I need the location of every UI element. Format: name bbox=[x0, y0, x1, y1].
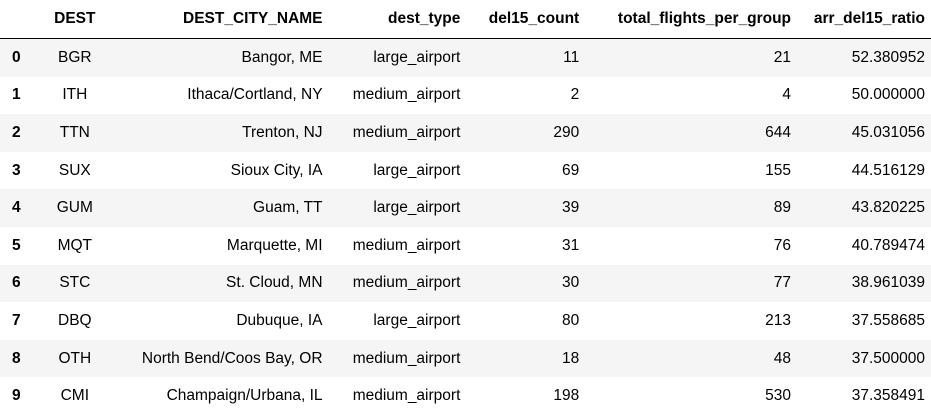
table-row: 2 TTN Trenton, NJ medium_airport 290 644 45.03… bbox=[0, 114, 931, 152]
cell-dest-type: medium_airport bbox=[352, 123, 461, 141]
table-row: 3 SUX Sioux City, IA large_airport 69 155 44.5… bbox=[0, 151, 931, 190]
table-header: DEST DEST_CITY_NAME dest_type del15_coun… bbox=[0, 0, 931, 39]
cell-total-flights: 89 bbox=[773, 199, 792, 217]
cell-dest-type: large_airport bbox=[373, 199, 461, 217]
cell-dest: SUX bbox=[58, 161, 91, 179]
row-index: 1 bbox=[12, 86, 21, 104]
row-index: 5 bbox=[12, 236, 21, 254]
cell-del15-count: 11 bbox=[563, 48, 580, 66]
cell-dest-type: medium_airport bbox=[352, 236, 461, 254]
cell-dest-city-name: Ithaca/Cortland, NY bbox=[187, 86, 323, 104]
cell-arr-del15-ratio: 44.516129 bbox=[851, 161, 925, 179]
cell-del15-count: 80 bbox=[561, 311, 580, 329]
cell-total-flights: 48 bbox=[773, 349, 792, 367]
cell-dest-type: large_airport bbox=[373, 161, 461, 179]
cell-total-flights: 4 bbox=[782, 86, 792, 104]
table-row: 7 DBQ Dubuque, IA large_airport 80 213 37.5586… bbox=[0, 302, 931, 340]
cell-dest: MQT bbox=[57, 236, 93, 254]
cell-arr-del15-ratio: 45.031056 bbox=[851, 123, 925, 141]
cell-arr-del15-ratio: 37.358491 bbox=[851, 387, 925, 405]
cell-del15-count: 198 bbox=[553, 387, 580, 405]
cell-dest-type: medium_airport bbox=[352, 349, 461, 367]
cell-dest: BGR bbox=[58, 48, 92, 66]
cell-dest-city-name: Dubuque, IA bbox=[236, 311, 323, 329]
cell-dest: GUM bbox=[56, 199, 93, 217]
cell-dest-type: medium_airport bbox=[352, 387, 461, 405]
row-index: 4 bbox=[12, 199, 21, 217]
table-row: 6 STC St. Cloud, MN medium_airport 30 77 38.96… bbox=[0, 264, 931, 303]
cell-del15-count: 2 bbox=[570, 86, 580, 104]
cell-total-flights: 21 bbox=[773, 48, 792, 66]
header-arr-del15-ratio: arr_del15_ratio bbox=[797, 0, 931, 39]
row-index: 7 bbox=[12, 311, 21, 329]
cell-total-flights: 76 bbox=[773, 236, 792, 254]
table-row: 4 GUM Guam, TT large_airport 39 89 43.820225 bbox=[0, 189, 931, 227]
cell-del15-count: 69 bbox=[561, 161, 580, 179]
table-row: 8 OTH North Bend/Coos Bay, OR medium_airpor… bbox=[0, 339, 931, 378]
table-row: 9 CMI Champaign/Urbana, IL medium_airport 19… bbox=[0, 377, 931, 415]
table-body: 0 BGR Bangor, ME large_airport 11 21 52.380952… bbox=[0, 38, 931, 415]
cell-dest-city-name: North Bend/Coos Bay, OR bbox=[141, 349, 323, 367]
cell-dest: TTN bbox=[59, 123, 90, 141]
cell-del15-count: 30 bbox=[561, 274, 580, 292]
cell-del15-count: 18 bbox=[561, 349, 580, 367]
header-dest: DEST bbox=[39, 0, 110, 39]
cell-dest-city-name: St. Cloud, MN bbox=[226, 274, 323, 292]
cell-arr-del15-ratio: 52.380952 bbox=[851, 48, 925, 66]
row-index: 0 bbox=[12, 48, 21, 66]
row-index: 2 bbox=[12, 123, 21, 141]
cell-dest-type: medium_airport bbox=[352, 86, 461, 104]
cell-del15-count: 39 bbox=[561, 199, 580, 217]
cell-total-flights: 213 bbox=[765, 311, 792, 329]
row-index: 8 bbox=[12, 349, 21, 367]
cell-dest-city-name: Guam, TT bbox=[253, 199, 323, 217]
cell-total-flights: 644 bbox=[765, 123, 792, 141]
cell-arr-del15-ratio: 43.820225 bbox=[851, 199, 925, 217]
row-index: 9 bbox=[12, 387, 21, 405]
table-row: 1 ITH Ithaca/Cortland, NY medium_airport 2 4 5… bbox=[0, 76, 931, 115]
cell-dest: ITH bbox=[62, 86, 88, 104]
cell-arr-del15-ratio: 38.961039 bbox=[851, 274, 925, 292]
row-index: 3 bbox=[12, 161, 21, 179]
table-row: 0 BGR Bangor, ME large_airport 11 21 52.380952 bbox=[0, 38, 931, 77]
header-row: DEST DEST_CITY_NAME dest_type del15_coun… bbox=[0, 0, 931, 39]
cell-dest-type: large_airport bbox=[373, 311, 461, 329]
cell-total-flights: 530 bbox=[765, 387, 792, 405]
header-total-flights-per-group: total_flights_per_group bbox=[585, 0, 798, 39]
cell-del15-count: 31 bbox=[561, 236, 580, 254]
cell-dest-type: large_airport bbox=[373, 48, 461, 66]
cell-dest-city-name: Champaign/Urbana, IL bbox=[166, 387, 323, 405]
cell-dest: CMI bbox=[60, 387, 90, 405]
header-del15-count: del15_count bbox=[466, 0, 586, 39]
cell-dest-city-name: Sioux City, IA bbox=[230, 161, 323, 179]
cell-dest: OTH bbox=[58, 349, 92, 367]
cell-dest-city-name: Marquette, MI bbox=[226, 236, 323, 254]
cell-del15-count: 290 bbox=[553, 123, 580, 141]
cell-dest-city-name: Bangor, ME bbox=[241, 48, 323, 66]
cell-total-flights: 155 bbox=[765, 161, 792, 179]
cell-arr-del15-ratio: 40.789474 bbox=[851, 236, 925, 254]
cell-dest: STC bbox=[59, 274, 91, 292]
table-row: 5 MQT Marquette, MI medium_airport 31 76 40.78… bbox=[0, 226, 931, 265]
row-index: 6 bbox=[12, 274, 21, 292]
cell-arr-del15-ratio: 50.000000 bbox=[851, 86, 925, 104]
header-dest-type: dest_type bbox=[328, 0, 467, 39]
cell-arr-del15-ratio: 37.500000 bbox=[851, 349, 925, 367]
cell-dest: DBQ bbox=[58, 311, 92, 329]
header-dest-city-name: DEST_CITY_NAME bbox=[109, 0, 329, 39]
cell-dest-city-name: Trenton, NJ bbox=[242, 123, 323, 141]
cell-dest-type: medium_airport bbox=[352, 274, 461, 292]
cell-total-flights: 77 bbox=[773, 274, 792, 292]
cell-arr-del15-ratio: 37.558685 bbox=[851, 311, 925, 329]
header-index bbox=[0, 0, 40, 39]
